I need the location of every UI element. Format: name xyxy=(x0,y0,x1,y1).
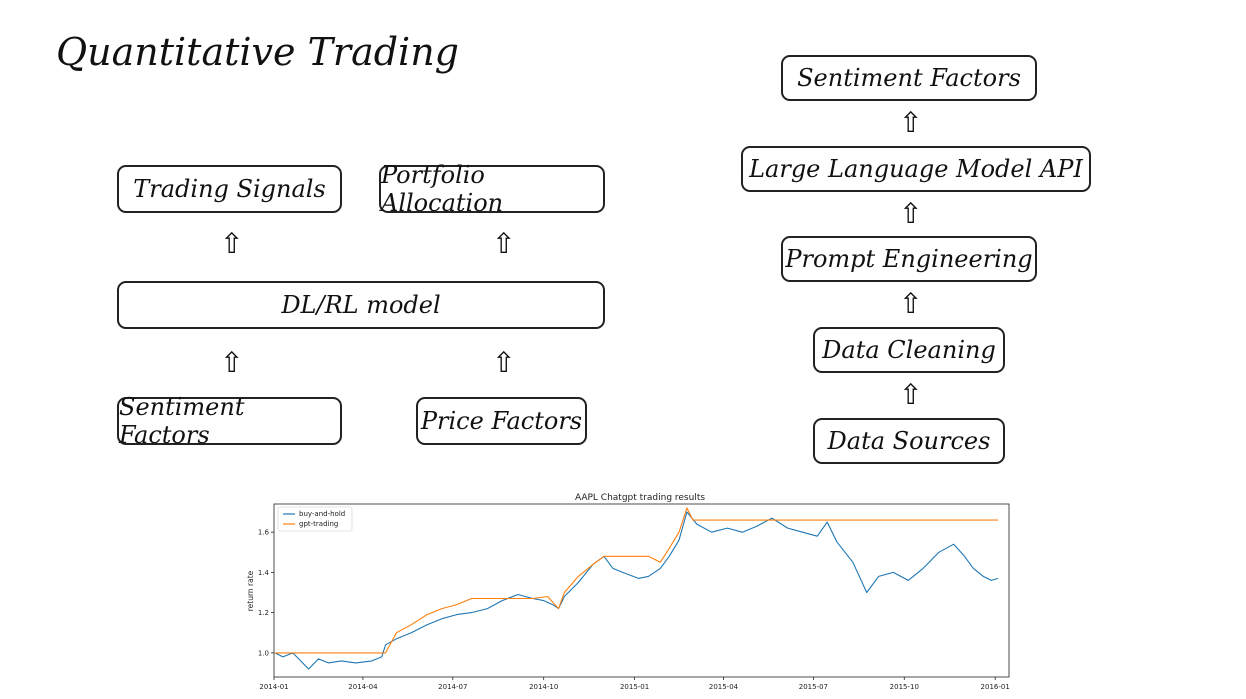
llm-api-box: Large Language Model API xyxy=(741,146,1091,192)
legend: buy-and-hold gpt-trading xyxy=(277,506,353,532)
series-line-buy-and-hold xyxy=(274,511,999,670)
y-tick-label: 1.6 xyxy=(258,529,270,537)
up-arrow-icon: ⇧ xyxy=(220,227,244,260)
y-tick-label: 1.4 xyxy=(258,569,270,577)
series-line-gpt-trading xyxy=(275,507,999,654)
x-tick-label: 2015-04 xyxy=(709,683,739,691)
up-arrow-icon: ⇧ xyxy=(492,227,516,260)
chart-title: AAPL Chatgpt trading results xyxy=(575,493,705,503)
y-tick-label: 1.2 xyxy=(258,609,269,617)
x-tick-label: 2014-10 xyxy=(529,683,558,691)
sentiment-factors-input-box: Sentiment Factors xyxy=(117,393,342,449)
up-arrow-icon: ⇧ xyxy=(220,346,244,379)
up-arrow-icon: ⇧ xyxy=(899,106,923,139)
data-sources-box: Data Sources xyxy=(813,418,1005,464)
y-axis-label: return rate xyxy=(246,570,255,611)
dl-rl-model-box: DL/RL model xyxy=(117,281,605,329)
data-cleaning-box: Data Cleaning xyxy=(813,327,1005,373)
trading-signals-box: Trading Signals xyxy=(117,165,342,213)
price-factors-box: Price Factors xyxy=(416,397,587,445)
x-tick-label: 2014-01 xyxy=(259,683,288,691)
x-tick-label: 2015-10 xyxy=(890,683,919,691)
y-tick-label: 1.0 xyxy=(258,649,269,657)
portfolio-allocation-box: Portfolio Allocation xyxy=(379,161,605,217)
up-arrow-icon: ⇧ xyxy=(492,346,516,379)
legend-label-gpt-trading: gpt-trading xyxy=(299,520,338,528)
x-tick-label: 2014-04 xyxy=(348,683,378,691)
up-arrow-icon: ⇧ xyxy=(899,378,923,411)
legend-label-buy-and-hold: buy-and-hold xyxy=(299,510,345,518)
x-tick-label: 2014-07 xyxy=(438,683,467,691)
x-tick-label: 2016-01 xyxy=(981,683,1010,691)
plot-frame xyxy=(273,503,1010,678)
x-tick-label: 2015-01 xyxy=(620,683,649,691)
up-arrow-icon: ⇧ xyxy=(899,287,923,320)
x-tick-label: 2015-07 xyxy=(799,683,828,691)
prompt-engineering-box: Prompt Engineering xyxy=(781,236,1037,282)
aapl-trading-chart: AAPL Chatgpt trading results return rate… xyxy=(246,493,1010,691)
sentiment-factors-output-box: Sentiment Factors xyxy=(781,55,1037,101)
up-arrow-icon: ⇧ xyxy=(899,197,923,230)
page-title: Quantitative Trading xyxy=(56,30,460,74)
